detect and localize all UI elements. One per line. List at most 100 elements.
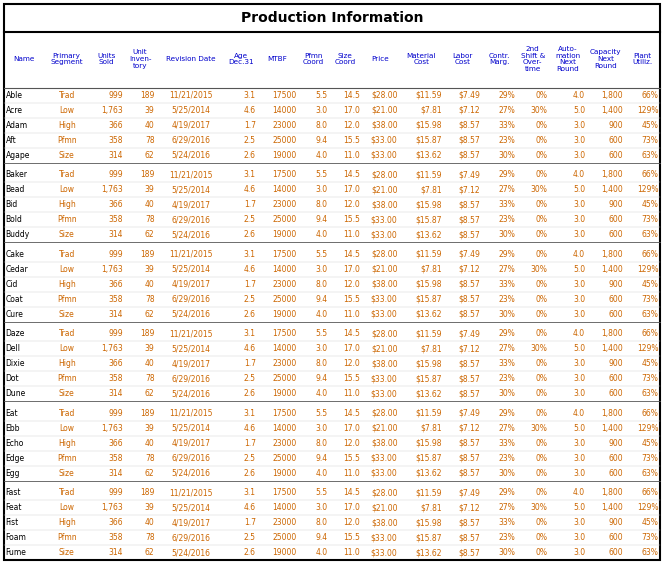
Text: 66%: 66% [641, 409, 659, 418]
Text: 0%: 0% [535, 453, 547, 462]
Text: 17.0: 17.0 [343, 265, 360, 274]
Text: 3.0: 3.0 [316, 424, 328, 433]
Text: 9.4: 9.4 [316, 215, 328, 224]
Text: 600: 600 [608, 310, 623, 319]
Text: $28.00: $28.00 [371, 488, 398, 497]
Text: $7.49: $7.49 [458, 329, 480, 338]
Text: 11.0: 11.0 [343, 389, 360, 398]
Text: 3.0: 3.0 [573, 295, 585, 304]
Text: Cedar: Cedar [5, 265, 29, 274]
Text: $15.98: $15.98 [416, 359, 442, 368]
Text: 63%: 63% [641, 469, 659, 478]
Text: 40: 40 [145, 439, 155, 448]
Text: 3.0: 3.0 [573, 389, 585, 398]
Text: $38.00: $38.00 [371, 280, 398, 289]
Text: 73%: 73% [641, 453, 659, 462]
Text: Pfmn: Pfmn [57, 374, 76, 383]
Text: Price: Price [371, 56, 389, 62]
Text: 4.6: 4.6 [244, 344, 256, 353]
Text: 1,800: 1,800 [602, 329, 623, 338]
Text: 3.0: 3.0 [573, 136, 585, 145]
Text: $7.12: $7.12 [458, 424, 480, 433]
Text: 1,400: 1,400 [602, 424, 623, 433]
Text: 4.0: 4.0 [573, 170, 585, 179]
Text: 11/21/2015: 11/21/2015 [169, 488, 212, 497]
Text: Low: Low [59, 186, 74, 195]
Text: $15.87: $15.87 [416, 136, 442, 145]
Text: $15.87: $15.87 [416, 533, 442, 542]
Text: 1,763: 1,763 [101, 106, 123, 115]
Text: 4/19/2017: 4/19/2017 [171, 439, 210, 448]
Text: 358: 358 [108, 533, 123, 542]
Text: 62: 62 [145, 548, 155, 557]
Text: 1,400: 1,400 [602, 265, 623, 274]
Text: $8.57: $8.57 [458, 518, 480, 527]
Text: $21.00: $21.00 [371, 424, 398, 433]
Text: Aft: Aft [5, 136, 16, 145]
Text: 14000: 14000 [272, 503, 296, 512]
Text: 11.0: 11.0 [343, 469, 360, 478]
Text: $8.57: $8.57 [458, 389, 480, 398]
Text: 2.5: 2.5 [244, 374, 256, 383]
Text: 2.6: 2.6 [244, 389, 256, 398]
Text: 66%: 66% [641, 250, 659, 259]
Text: 3.0: 3.0 [573, 374, 585, 383]
Text: 358: 358 [108, 453, 123, 462]
Text: 14.5: 14.5 [343, 409, 360, 418]
Text: 30%: 30% [530, 186, 547, 195]
Text: $7.49: $7.49 [458, 488, 480, 497]
Text: $7.81: $7.81 [420, 106, 442, 115]
Text: 14000: 14000 [272, 265, 296, 274]
Text: 0%: 0% [535, 533, 547, 542]
Text: 29%: 29% [499, 91, 515, 100]
Text: 15.5: 15.5 [343, 295, 360, 304]
Text: 0%: 0% [535, 136, 547, 145]
Text: 6/29/2016: 6/29/2016 [171, 136, 210, 145]
Text: 39: 39 [145, 186, 155, 195]
Text: 29%: 29% [499, 329, 515, 338]
Text: High: High [58, 121, 76, 130]
Text: Buddy: Buddy [5, 230, 30, 239]
Text: 11.0: 11.0 [343, 151, 360, 160]
Text: Fist: Fist [5, 518, 19, 527]
Text: 4/19/2017: 4/19/2017 [171, 359, 210, 368]
Text: 40: 40 [145, 200, 155, 209]
Text: 0%: 0% [535, 469, 547, 478]
Text: 4.6: 4.6 [244, 503, 256, 512]
Text: 3.0: 3.0 [573, 439, 585, 448]
Text: 3.0: 3.0 [316, 503, 328, 512]
Text: $38.00: $38.00 [371, 359, 398, 368]
Text: Daze: Daze [5, 329, 25, 338]
Text: 4.0: 4.0 [316, 151, 328, 160]
Text: 23000: 23000 [272, 121, 296, 130]
Text: 2.5: 2.5 [244, 295, 256, 304]
Text: 30%: 30% [499, 469, 515, 478]
Text: Plant
Utiliz.: Plant Utiliz. [632, 52, 652, 65]
Text: 1.7: 1.7 [244, 280, 256, 289]
Text: 1,763: 1,763 [101, 424, 123, 433]
Text: $8.57: $8.57 [458, 310, 480, 319]
Text: 0%: 0% [535, 250, 547, 259]
Text: 5.0: 5.0 [573, 186, 585, 195]
Text: Dell: Dell [5, 344, 21, 353]
Text: 999: 999 [108, 250, 123, 259]
Text: 314: 314 [108, 548, 123, 557]
Text: $38.00: $38.00 [371, 121, 398, 130]
Text: Units
Sold: Units Sold [98, 52, 116, 65]
Text: 62: 62 [145, 230, 155, 239]
Text: $15.98: $15.98 [416, 439, 442, 448]
Text: $8.57: $8.57 [458, 453, 480, 462]
Text: 78: 78 [145, 453, 155, 462]
Text: 4.0: 4.0 [573, 488, 585, 497]
Text: 5.5: 5.5 [316, 250, 328, 259]
Text: Dixie: Dixie [5, 359, 25, 368]
Text: 3.0: 3.0 [316, 344, 328, 353]
Text: 1.7: 1.7 [244, 121, 256, 130]
Text: 15.5: 15.5 [343, 215, 360, 224]
Text: 15.5: 15.5 [343, 533, 360, 542]
Text: Dot: Dot [5, 374, 19, 383]
Text: 1,800: 1,800 [602, 488, 623, 497]
Text: $15.87: $15.87 [416, 295, 442, 304]
Text: $38.00: $38.00 [371, 518, 398, 527]
Text: 4/19/2017: 4/19/2017 [171, 200, 210, 209]
